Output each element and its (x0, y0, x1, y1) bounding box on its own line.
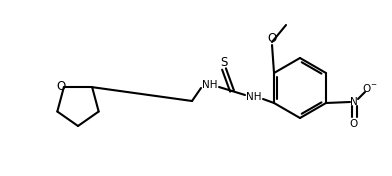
Text: NH: NH (246, 92, 262, 102)
Text: O: O (350, 119, 358, 129)
Text: N: N (350, 97, 358, 107)
Text: O: O (267, 33, 277, 46)
Text: NH: NH (202, 80, 218, 90)
Text: O$^{-}$: O$^{-}$ (362, 82, 378, 94)
Text: S: S (220, 56, 228, 70)
Text: O: O (56, 80, 65, 93)
